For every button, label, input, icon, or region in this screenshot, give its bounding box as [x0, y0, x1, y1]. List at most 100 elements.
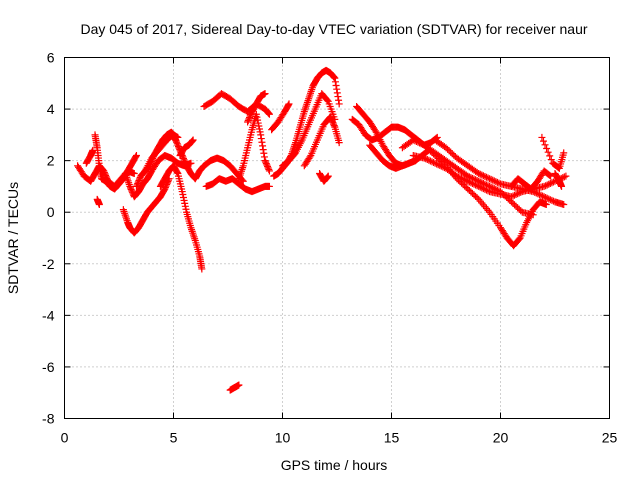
- data-point: [246, 112, 254, 120]
- data-point: [482, 173, 490, 181]
- data-point: [411, 157, 419, 165]
- data-point: [560, 149, 568, 157]
- data-point: [171, 134, 179, 142]
- data-point: [409, 136, 417, 144]
- data-point: [333, 85, 341, 93]
- x-tick-label: 20: [493, 430, 509, 446]
- data-point: [481, 203, 489, 211]
- data-point: [260, 153, 268, 161]
- data-point: [562, 172, 570, 180]
- data-point: [430, 158, 438, 166]
- data-point: [198, 265, 206, 273]
- data-point: [509, 199, 517, 207]
- data-point: [458, 179, 466, 187]
- data-point: [484, 182, 492, 190]
- data-point: [255, 125, 263, 133]
- data-point: [247, 111, 255, 119]
- grid-layer: [64, 57, 610, 419]
- data-point: [422, 155, 430, 163]
- data-point: [475, 177, 483, 185]
- series-track-27: [398, 136, 537, 219]
- data-point: [462, 184, 470, 192]
- data-point: [511, 201, 519, 209]
- data-point: [447, 148, 455, 156]
- data-point: [482, 205, 490, 213]
- data-point: [464, 172, 472, 180]
- data-point: [514, 204, 522, 212]
- y-tick-label: 4: [47, 101, 55, 117]
- data-point: [327, 114, 335, 122]
- data-point: [95, 200, 103, 208]
- data-point: [127, 184, 135, 192]
- data-point: [324, 172, 332, 180]
- series-track-24: [366, 141, 419, 172]
- data-point: [323, 174, 331, 182]
- series-track-3: [91, 131, 140, 193]
- data-point: [174, 143, 182, 151]
- data-point: [546, 171, 554, 179]
- data-point: [261, 90, 269, 98]
- data-point: [472, 192, 480, 200]
- data-point: [450, 151, 458, 159]
- series-track-11: [176, 136, 197, 159]
- series-track-29: [507, 167, 555, 193]
- data-point: [133, 181, 141, 189]
- data-point: [127, 185, 135, 193]
- data-point: [420, 154, 428, 162]
- data-point: [254, 119, 262, 127]
- data-point: [465, 186, 473, 194]
- data-point: [126, 182, 134, 190]
- data-point: [335, 96, 343, 104]
- data-point: [473, 177, 481, 185]
- series-track-19: [300, 113, 343, 170]
- data-point: [493, 178, 501, 186]
- data-point: [135, 177, 143, 185]
- data-point: [544, 148, 552, 156]
- data-point: [182, 205, 190, 213]
- data-point: [101, 170, 109, 178]
- series-track-10: [170, 131, 247, 185]
- data-point: [493, 186, 501, 194]
- data-point: [476, 178, 484, 186]
- data-point: [492, 178, 500, 186]
- data-point: [180, 196, 188, 204]
- data-point: [506, 196, 514, 204]
- data-point: [265, 165, 273, 173]
- x-tick-label: 15: [384, 430, 400, 446]
- series-track-26: [420, 141, 550, 250]
- data-point: [548, 196, 556, 204]
- data-point: [425, 156, 433, 164]
- data-point: [179, 193, 187, 201]
- y-tick-label: -8: [42, 411, 55, 427]
- data-point: [472, 176, 480, 184]
- data-point: [181, 199, 189, 207]
- data-point: [532, 189, 540, 197]
- data-point: [489, 176, 497, 184]
- data-point: [545, 195, 553, 203]
- data-point: [545, 180, 553, 188]
- series-track-16: [226, 381, 243, 394]
- data-point: [412, 137, 420, 145]
- data-point: [263, 161, 271, 169]
- data-point: [181, 202, 189, 210]
- data-point: [171, 135, 179, 143]
- x-axis-label: GPS time / hours: [281, 457, 388, 473]
- data-point: [284, 101, 292, 109]
- data-point: [456, 178, 464, 186]
- data-point: [181, 159, 189, 167]
- data-point: [132, 182, 140, 190]
- data-point: [540, 193, 548, 201]
- data-point: [539, 137, 547, 145]
- data-point: [479, 172, 487, 180]
- data-point: [470, 175, 478, 183]
- data-point: [180, 156, 188, 164]
- data-point: [257, 135, 265, 143]
- data-point: [416, 139, 424, 147]
- data-point: [549, 178, 557, 186]
- data-point: [478, 171, 486, 179]
- y-tick-label: 6: [47, 50, 55, 66]
- data-point: [529, 211, 537, 219]
- data-point: [428, 158, 436, 166]
- data-point: [259, 146, 267, 154]
- data-point: [512, 202, 520, 210]
